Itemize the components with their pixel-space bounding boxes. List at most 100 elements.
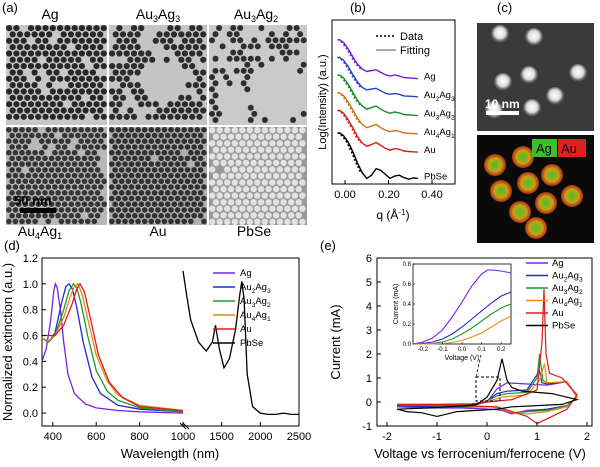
- e-x-tick: -2: [382, 431, 392, 443]
- e-legend-label: PbSe: [552, 321, 575, 332]
- inset-y-tick: 0.6: [403, 282, 412, 288]
- stem-particle: [569, 64, 587, 82]
- plot-b-legend: Data Fitting: [376, 31, 430, 57]
- tem-image-grid: [6, 25, 307, 225]
- d-series-line: [41, 281, 184, 414]
- b-fit-line: [338, 56, 418, 98]
- b-data-line: [337, 74, 362, 107]
- panel-d: (d) 0.0 0.2 0.4 0.6 0.8 1.0 1.2 400 600 800 1000 15…: [0, 238, 311, 461]
- eds-particle: [509, 201, 531, 223]
- plot-b-frame: [331, 19, 456, 185]
- plot-b-ylabel: Log(Intensity) (a.u.): [317, 54, 329, 149]
- tem-label-au4ag1: Au4Ag1: [18, 223, 62, 241]
- panel-a: (a) Ag Au3Ag3 Au3Ag2 Au4Ag1 Au PbSe 50 n…: [2, 0, 307, 241]
- tem-label-au3ag2: Au3Ag2: [234, 6, 278, 24]
- d-y-tick: 0.8: [23, 305, 38, 317]
- tem-label-au: Au: [149, 223, 166, 239]
- e-x-tick: 2: [584, 431, 590, 443]
- eds-key-ag: [532, 139, 557, 157]
- tem-label-au2ag3: Au3Ag3: [136, 6, 180, 24]
- inset-x-tick: -0.1: [437, 347, 448, 353]
- eds-particle: [484, 154, 506, 176]
- inset-x-tick: 0.1: [477, 347, 486, 353]
- d-legend-label: Au2Ag3: [240, 282, 271, 295]
- d-x-tick: 400: [44, 431, 62, 443]
- e-legend-label: Au4Ag1: [552, 296, 583, 309]
- panel-c-letter: (c): [497, 0, 512, 15]
- inset-y-tick: 0.0: [403, 342, 412, 348]
- inset-frame: [412, 263, 512, 345]
- inset-xlabel: Voltage (V): [445, 355, 480, 362]
- plot-d-ylabel: Normalized extinction (a.u.): [0, 263, 15, 421]
- svg-text:0.40: 0.40: [421, 189, 442, 201]
- plot-e-inset: 0.0 0.2 0.4 0.6 0.8 -0.2 -0.1 0.0 0.1 0.2 Voltage…: [393, 262, 512, 362]
- inset-series-line: [412, 269, 512, 345]
- b-fit-line: [338, 91, 418, 135]
- e-legend-label: Au2Ag3: [552, 271, 583, 284]
- stem-particles: [485, 25, 587, 119]
- d-x-tick: 2000: [248, 431, 272, 443]
- b-series-label: Au: [424, 145, 436, 156]
- eds-particle: [561, 185, 583, 207]
- inset-series-line: [412, 291, 512, 345]
- scale-bar-a-label: 50 nm: [14, 193, 52, 208]
- eds-particle: [535, 192, 557, 214]
- panel-e: (e) -1 0 1 2 3 4 5 6 -2 -1 0 1 2 0.0 0.2 0.4 0.6 0.8 -0.2…: [320, 238, 593, 461]
- b-series-label: PbSe: [424, 171, 447, 182]
- eds-particle: [517, 172, 539, 194]
- d-legend-label: PbSe: [240, 338, 263, 349]
- inset-y-tick: 0.8: [403, 262, 412, 268]
- plot-e-frame: [376, 257, 593, 427]
- plot-e-zoom-connector: [475, 354, 482, 378]
- e-x-tick: -1: [432, 431, 442, 443]
- plot-b-curves: [337, 38, 433, 184]
- scale-bar-c-label: 10 nm: [485, 97, 520, 111]
- b-series-label: Au2Ag3: [424, 90, 455, 103]
- inset-series-line: [413, 315, 512, 345]
- b-data-line: [337, 109, 362, 144]
- e-y-tick: 6: [366, 253, 372, 265]
- plot-d-axis-break: [179, 422, 190, 430]
- inset-x-tick: 0.0: [458, 347, 467, 353]
- legend-fitting-label: Fitting: [400, 45, 430, 57]
- e-y-tick: -1: [362, 421, 372, 433]
- d-y-tick: 1.2: [23, 253, 38, 265]
- plot-b-x-ticks: 0.00 0.20 0.40: [334, 189, 442, 201]
- stem-particle: [546, 87, 564, 105]
- d-x-tick: 2500: [287, 431, 311, 443]
- d-y-tick: 0.4: [23, 356, 38, 368]
- eds-particle: [525, 217, 547, 239]
- e-y-tick: 1: [366, 373, 372, 385]
- stem-particle: [491, 25, 509, 43]
- d-series-line: [41, 282, 184, 413]
- eds-key-ag-label: Ag: [536, 141, 552, 156]
- d-x-tick: 600: [87, 431, 105, 443]
- e-y-tick: 3: [366, 325, 372, 337]
- b-data-line: [337, 91, 362, 125]
- svg-text:0.00: 0.00: [334, 189, 355, 201]
- b-data-line: [337, 38, 362, 70]
- scale-bar-c: [486, 111, 519, 115]
- e-x-tick: 0: [484, 431, 490, 443]
- d-x-tick: 1000: [171, 431, 195, 443]
- b-fit-line: [338, 109, 418, 153]
- legend-data-label: Data: [400, 31, 424, 43]
- b-data-line: [337, 56, 362, 88]
- d-legend-label: Ag: [240, 268, 252, 279]
- eds-particle: [512, 146, 534, 168]
- b-series-label: Au4Ag1: [424, 127, 455, 140]
- d-series-line: [41, 282, 184, 413]
- e-x-tick: 1: [534, 431, 540, 443]
- d-y-tick: 1.0: [23, 279, 38, 291]
- plot-e-xlabel: Voltage vs ferrocenium/ferrocene (V): [374, 446, 586, 461]
- plot-d-frame: [41, 257, 300, 427]
- d-y-tick: 0.0: [23, 408, 38, 420]
- eds-key-au-label: Au: [561, 141, 577, 156]
- b-fit-line: [338, 38, 418, 80]
- d-legend-label: Au: [240, 324, 252, 335]
- b-series-label: Ag: [424, 72, 436, 83]
- plot-b-xlabel: q (Å-1): [376, 207, 409, 222]
- d-legend-label: Au3Ag2: [240, 296, 271, 309]
